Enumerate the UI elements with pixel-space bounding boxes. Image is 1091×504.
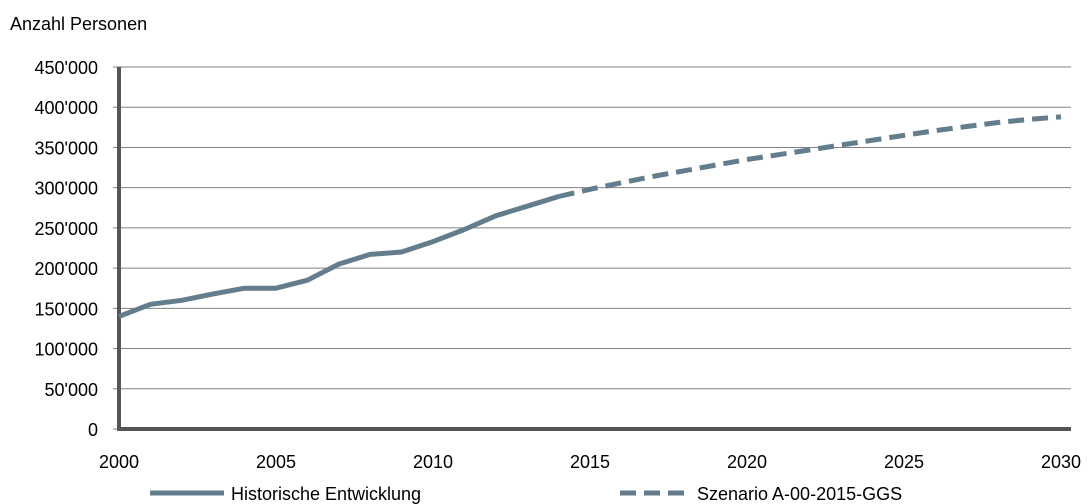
x-tick-label: 2015 (570, 452, 610, 472)
y-tick-label: 350'000 (34, 138, 98, 158)
axes (113, 66, 1071, 431)
x-tick-label: 2025 (884, 452, 924, 472)
x-tick-label: 2005 (256, 452, 296, 472)
y-tick-label: 50'000 (45, 380, 99, 400)
y-tick-label: 200'000 (34, 259, 98, 279)
y-tick-label: 150'000 (34, 299, 98, 319)
gridlines (119, 66, 1071, 390)
x-tick-label: 2020 (727, 452, 767, 472)
x-tick-label: 2000 (99, 452, 139, 472)
y-tick-label: 450'000 (34, 58, 98, 78)
legend-label: Szenario A-00-2015-GGS (697, 484, 902, 504)
y-tick-labels: 0 50'000 100'000 150'000 200'000 250'000 300'0… (34, 58, 98, 440)
series-line-1 (118, 194, 560, 319)
y-axis-title: Anzahl Personen (10, 14, 147, 34)
y-tick-label: 100'000 (34, 340, 98, 360)
series-lines (118, 114, 1062, 319)
series-line-2 (558, 114, 1062, 199)
y-tick-label: 0 (88, 420, 98, 440)
x-tick-labels: 2000 2005 2010 2015 2020 2025 2030 (99, 452, 1081, 472)
x-tick-label: 2030 (1041, 452, 1081, 472)
y-tick-label: 300'000 (34, 179, 98, 199)
x-tick-label: 2010 (413, 452, 453, 472)
y-tick-label: 250'000 (34, 219, 98, 239)
legend-label: Historische Entwicklung (231, 484, 421, 504)
y-tick-label: 400'000 (34, 98, 98, 118)
legend: Historische Entwicklung Szenario A-00-201… (150, 484, 902, 504)
